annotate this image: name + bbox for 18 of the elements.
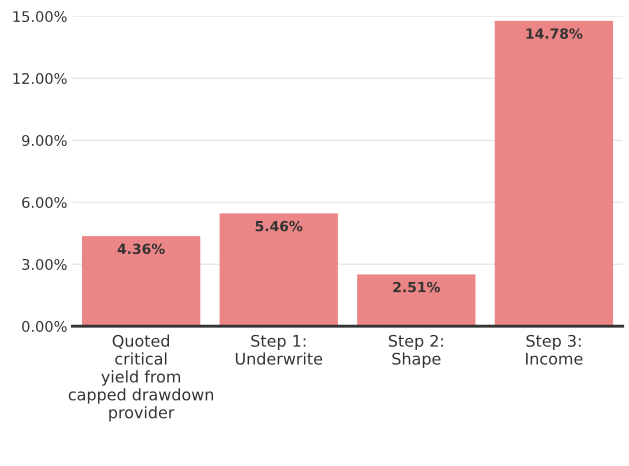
y-tick-label: 6.00% (22, 196, 67, 208)
x-tick-label: Step 3: Income (526, 334, 582, 365)
x-tick-label: Quoted critical yield from capped drawdown provider (68, 334, 214, 422)
y-tick-label: 3.00% (22, 258, 67, 270)
data-label: 2.51% (393, 282, 440, 292)
y-tick-label: 0.00% (22, 320, 67, 332)
bar (220, 213, 338, 326)
data-label: 4.36% (118, 244, 165, 254)
data-label: 5.46% (256, 220, 302, 232)
x-tick-label: Step 1: Underwrite (236, 334, 322, 365)
bar (82, 236, 200, 326)
data-label: 14.78% (526, 28, 582, 39)
x-tick-label: Step 2: Shape (388, 334, 443, 368)
y-tick-label: 12.00% (13, 73, 67, 84)
bar (357, 274, 476, 326)
bar (494, 20, 614, 326)
y-tick-label: 9.00% (22, 134, 67, 146)
y-tick-label: 15.00% (13, 11, 67, 22)
